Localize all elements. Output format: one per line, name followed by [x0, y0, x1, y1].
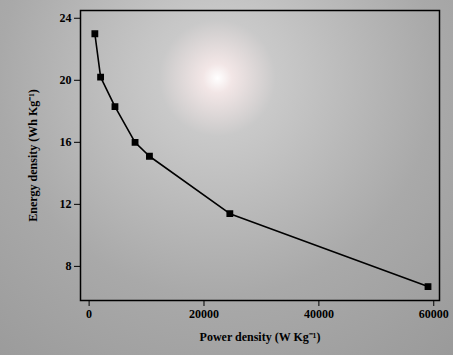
svg-text:8: 8: [66, 259, 72, 273]
svg-text:0: 0: [86, 307, 92, 321]
svg-text:40000: 40000: [304, 307, 334, 321]
svg-text:24: 24: [60, 11, 72, 25]
svg-text:16: 16: [60, 135, 72, 149]
svg-text:12: 12: [60, 197, 72, 211]
svg-text:20: 20: [60, 73, 72, 87]
svg-text:60000: 60000: [419, 307, 449, 321]
svg-text:Power density (W Kg⁻¹): Power density (W Kg⁻¹): [200, 330, 321, 344]
svg-text:20000: 20000: [189, 307, 219, 321]
svg-text:Energy density (Wh Kg⁻¹): Energy density (Wh Kg⁻¹): [26, 89, 40, 222]
